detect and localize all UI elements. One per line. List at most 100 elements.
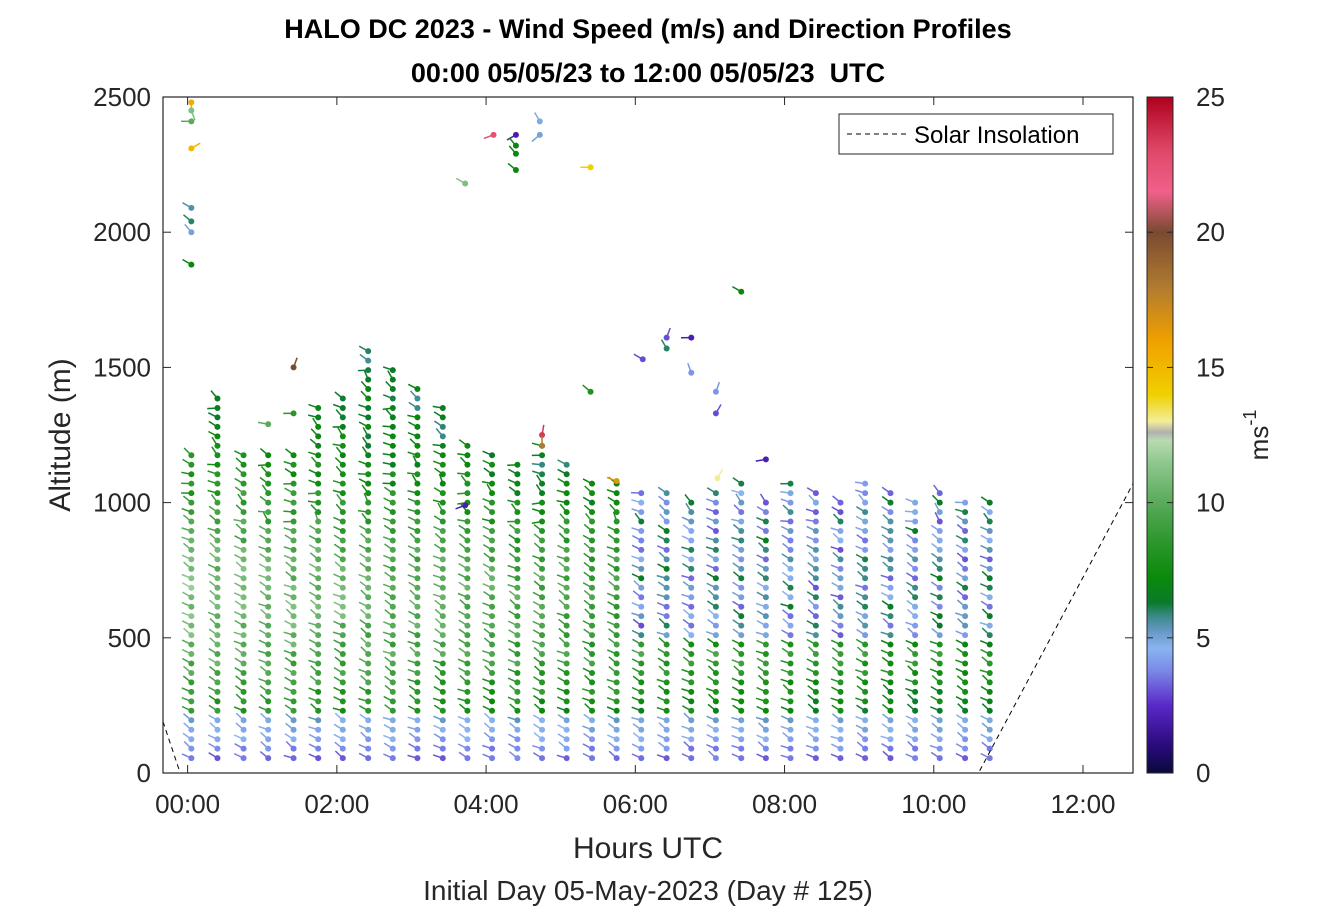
- wind-barb-point: [188, 118, 194, 124]
- wind-barb-point: [788, 537, 794, 543]
- wind-barb-point: [489, 604, 495, 610]
- wind-barb-point: [214, 405, 220, 411]
- wind-barb-point: [638, 670, 644, 676]
- wind-barb-point: [738, 575, 744, 581]
- wind-barb-point: [291, 679, 297, 685]
- wind-barb-point: [589, 585, 595, 591]
- wind-barb-point: [365, 433, 371, 439]
- wind-barb-point: [688, 594, 694, 600]
- wind-barb-point: [539, 556, 545, 562]
- wind-barb-point: [713, 632, 719, 638]
- wind-barb-point: [688, 509, 694, 515]
- wind-barb-point: [390, 632, 396, 638]
- wind-barb-point: [738, 289, 744, 295]
- wind-barb-point: [440, 689, 446, 695]
- wind-barb-point: [614, 651, 620, 657]
- wind-barb-point: [265, 717, 271, 723]
- wind-barb-point: [564, 528, 570, 534]
- wind-barb-point: [987, 537, 993, 543]
- wind-barb-point: [291, 755, 297, 761]
- wind-barb-point: [962, 736, 968, 742]
- wind-barb-point: [365, 424, 371, 430]
- wind-barb-point: [241, 708, 247, 714]
- wind-barb-point: [813, 746, 819, 752]
- wind-barb-point: [365, 377, 371, 383]
- wind-barb-point: [638, 594, 644, 600]
- wind-barb-point: [962, 689, 968, 695]
- wind-barb-point: [838, 509, 844, 515]
- wind-barb-point: [440, 604, 446, 610]
- wind-barb-point: [962, 575, 968, 581]
- wind-barb-point: [888, 500, 894, 506]
- wind-barb-point: [664, 585, 670, 591]
- wind-barb-point: [390, 679, 396, 685]
- x-tick-label: 04:00: [454, 789, 519, 819]
- wind-barb-point: [365, 386, 371, 392]
- wind-barb-point: [489, 632, 495, 638]
- x-tick-label: 00:00: [155, 789, 220, 819]
- wind-barb-point: [440, 424, 446, 430]
- wind-barb-point: [514, 623, 520, 629]
- wind-barb-point: [340, 594, 346, 600]
- wind-barb-point: [464, 670, 470, 676]
- wind-barb-point: [763, 660, 769, 666]
- wind-barb-point: [414, 443, 420, 449]
- wind-barb-point: [838, 708, 844, 714]
- wind-barb-point: [862, 708, 868, 714]
- wind-barb-point: [414, 537, 420, 543]
- wind-barb-point: [291, 547, 297, 553]
- wind-barb-point: [738, 566, 744, 572]
- wind-barb-point: [291, 481, 297, 487]
- wind-barb-point: [589, 481, 595, 487]
- wind-barb-point: [214, 736, 220, 742]
- wind-barb-point: [365, 727, 371, 733]
- wind-barb-point: [440, 708, 446, 714]
- wind-barb-point: [440, 746, 446, 752]
- wind-barb-point: [340, 471, 346, 477]
- wind-barb-point: [738, 556, 744, 562]
- wind-barb-point: [937, 604, 943, 610]
- wind-barb-point: [862, 604, 868, 610]
- wind-barb-point: [365, 443, 371, 449]
- wind-barb-point: [315, 717, 321, 723]
- wind-barb-point: [713, 613, 719, 619]
- wind-barb-point: [265, 604, 271, 610]
- wind-barb-point: [514, 632, 520, 638]
- wind-barb-point: [265, 421, 271, 427]
- wind-barb-point: [738, 519, 744, 525]
- wind-barb-point: [390, 537, 396, 543]
- wind-barb-point: [539, 490, 545, 496]
- wind-barb-point: [937, 594, 943, 600]
- wind-barb-point: [315, 537, 321, 543]
- wind-barb-point: [414, 490, 420, 496]
- wind-barb-point: [539, 642, 545, 648]
- wind-barb-point: [214, 689, 220, 695]
- wind-barb-point: [291, 471, 297, 477]
- wind-barb-point: [514, 566, 520, 572]
- wind-barb-point: [464, 471, 470, 477]
- wind-barb-point: [440, 452, 446, 458]
- wind-barb-point: [638, 500, 644, 506]
- colorbar-tick-label: 10: [1196, 488, 1225, 518]
- wind-barb-point: [862, 746, 868, 752]
- chart-title: HALO DC 2023 - Wind Speed (m/s) and Dire…: [284, 14, 1011, 44]
- wind-barb-point: [414, 651, 420, 657]
- wind-barb-point: [265, 594, 271, 600]
- wind-barb-point: [987, 547, 993, 553]
- wind-barb-point: [763, 642, 769, 648]
- wind-barb-point: [241, 698, 247, 704]
- wind-barb-point: [788, 670, 794, 676]
- wind-barb-point: [962, 651, 968, 657]
- wind-barb-point: [390, 604, 396, 610]
- wind-barb-point: [440, 727, 446, 733]
- wind-barb-point: [188, 660, 194, 666]
- y-axis-label: Altitude (m): [44, 358, 77, 511]
- wind-barb-point: [214, 642, 220, 648]
- wind-barb-point: [813, 509, 819, 515]
- wind-barb-point: [638, 736, 644, 742]
- wind-barb-point: [589, 613, 595, 619]
- wind-barb-point: [738, 717, 744, 723]
- wind-barb-point: [763, 509, 769, 515]
- wind-barb-point: [813, 500, 819, 506]
- wind-barb-point: [589, 594, 595, 600]
